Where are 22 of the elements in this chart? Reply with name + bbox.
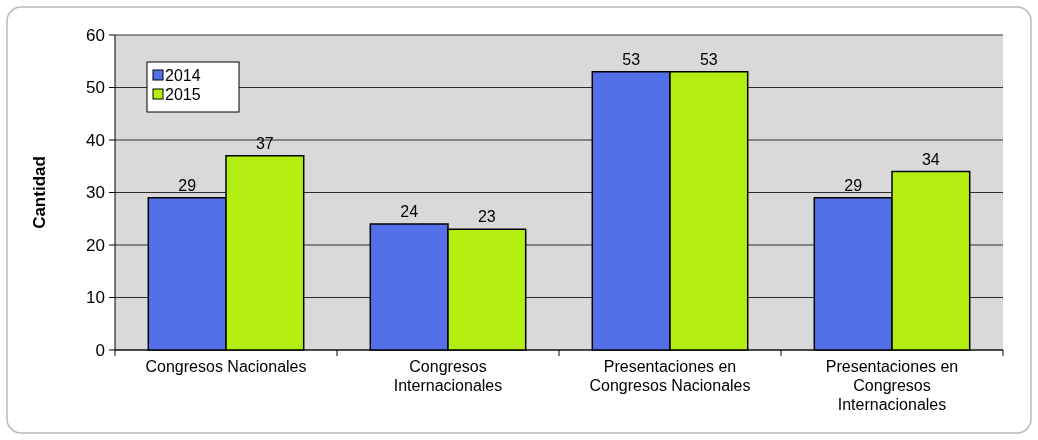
y-tick-label: 50 (86, 78, 105, 98)
x-tick-label: Congresos Internacionales (393, 358, 503, 394)
x-tick-label: Presentaciones en Congresos Nacionales (589, 358, 751, 394)
data-label: 29 (178, 176, 197, 194)
data-label: 29 (844, 176, 863, 194)
data-label: 23 (477, 208, 496, 226)
data-label: 24 (400, 203, 419, 220)
y-tick-label: 40 (86, 130, 105, 150)
data-label: 53 (622, 50, 641, 68)
legend-label: 2015 (165, 85, 201, 103)
x-tick-label: Congresos Nacionales (145, 358, 307, 375)
data-label: 37 (255, 134, 274, 152)
data-label: 34 (921, 150, 940, 168)
data-label: 53 (699, 50, 718, 68)
legend-label: 2014 (165, 66, 201, 84)
y-tick-label: 20 (86, 235, 105, 255)
x-tick-label: Presentaciones en Congresos Internacionales (825, 358, 959, 413)
y-axis-title: Cantidad (30, 156, 49, 229)
y-tick-label: 0 (95, 340, 105, 360)
y-tick-label: 60 (86, 25, 105, 45)
y-tick-label: 30 (86, 183, 105, 203)
y-tick-label: 10 (86, 288, 105, 308)
